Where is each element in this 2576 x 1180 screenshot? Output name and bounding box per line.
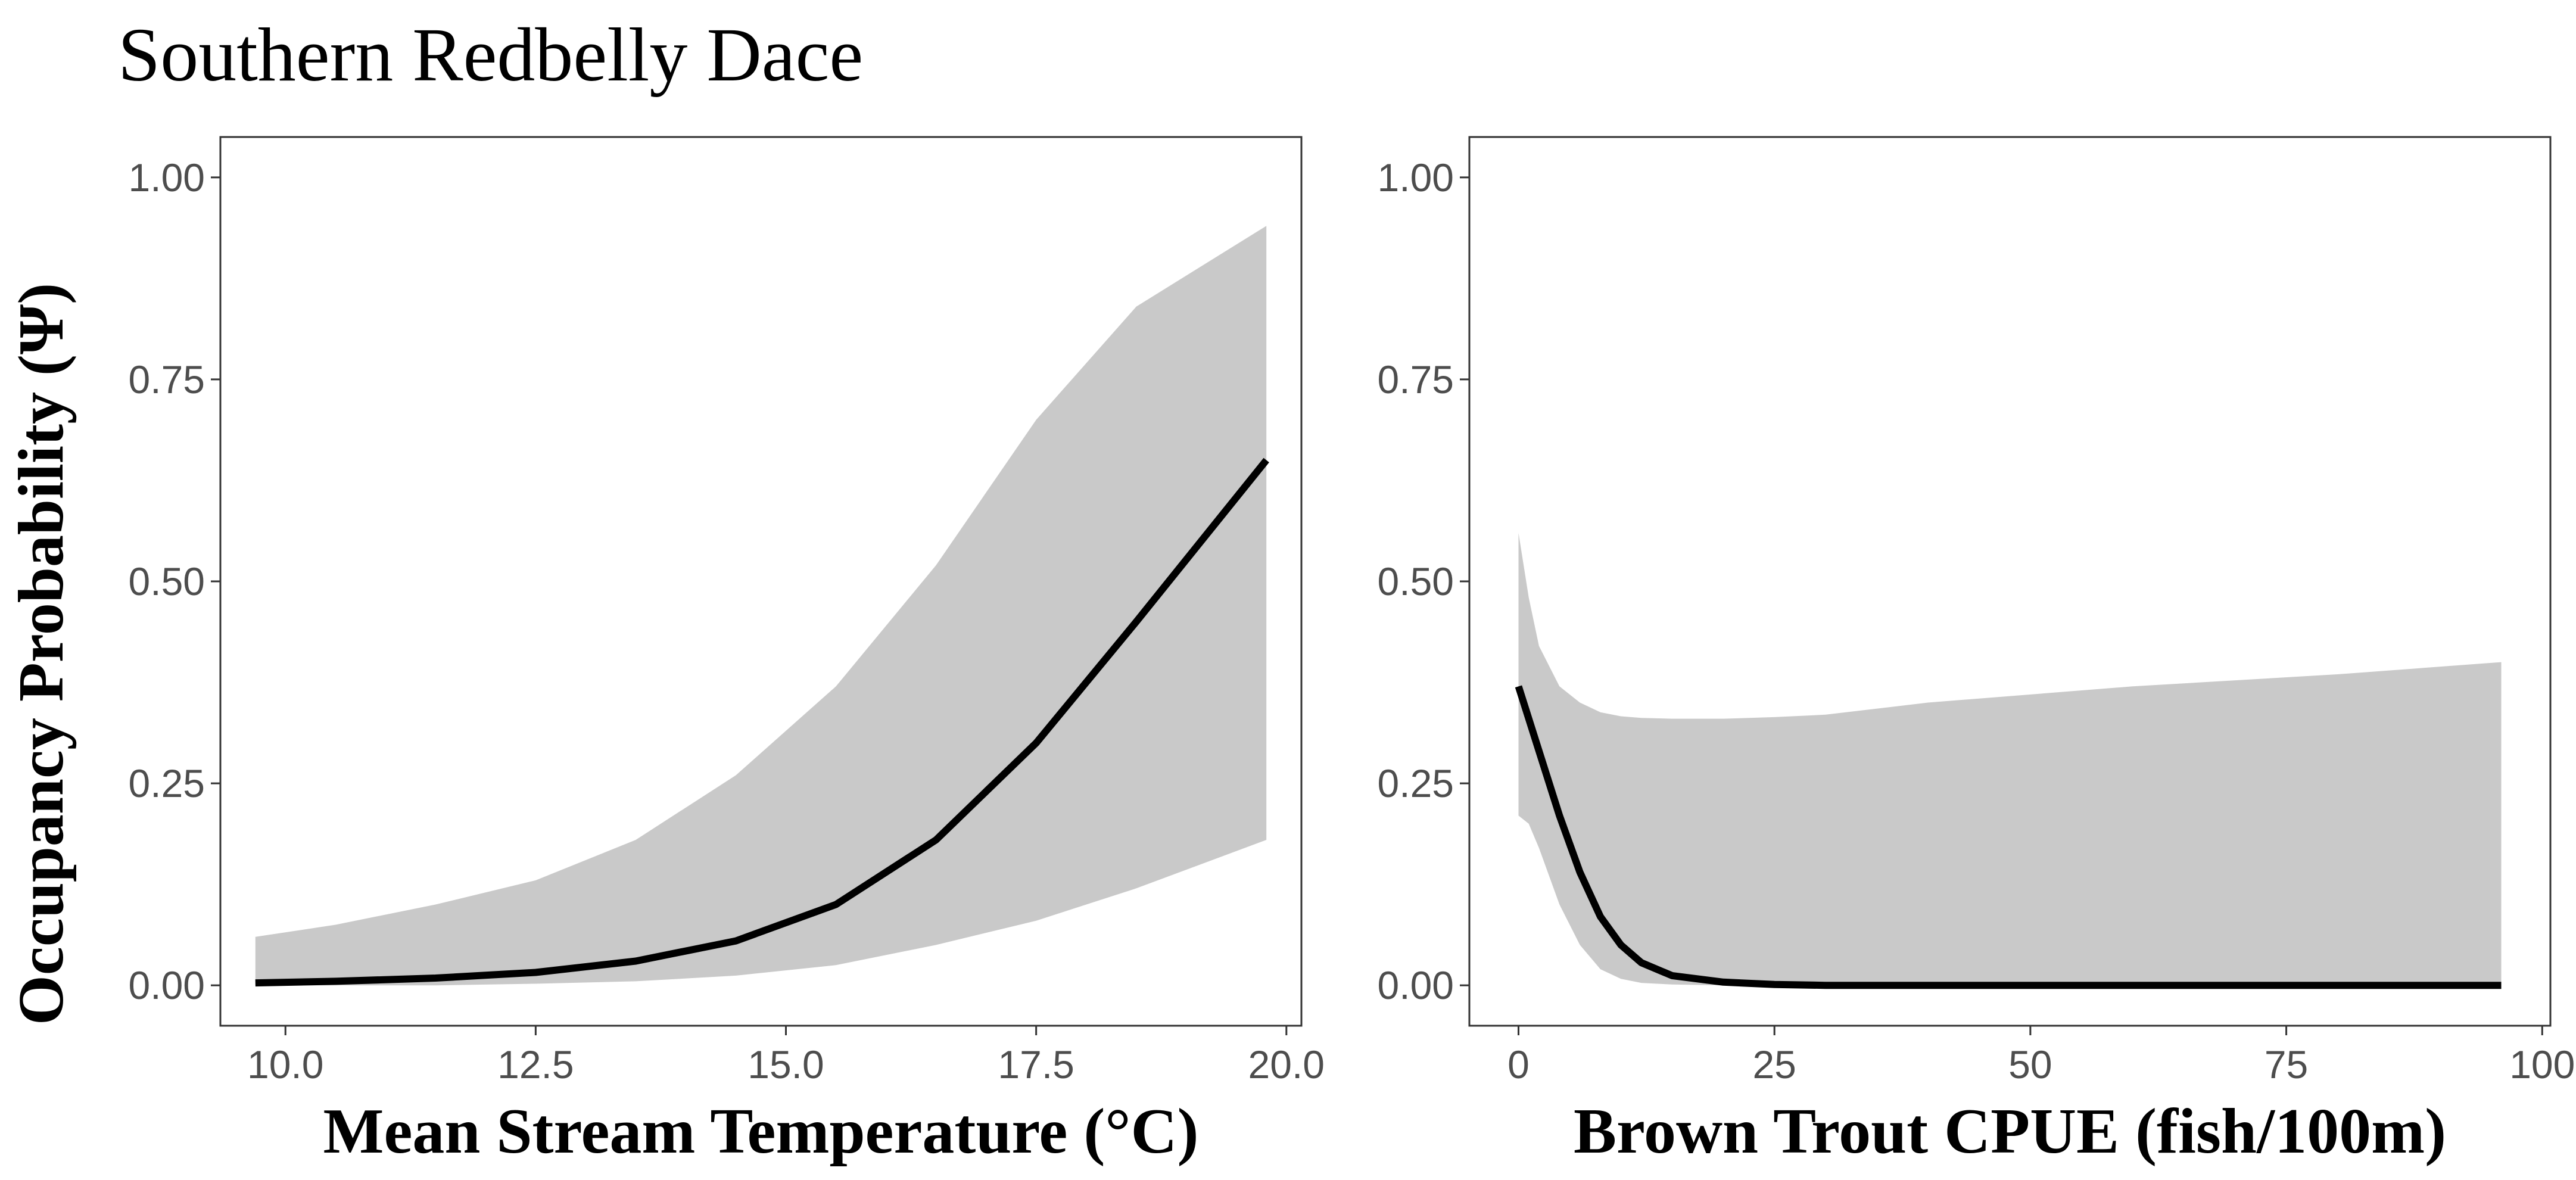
panel-temperature: 0.00 0.25 0.50 0.75 1.00 10.0 12.5 15.0 17.5 20.0… <box>129 137 1325 1167</box>
y-tick-label: 0.75 <box>129 357 205 401</box>
y-tick-label: 1.00 <box>1378 155 1454 200</box>
credible-interval-ribbon <box>1519 533 2502 986</box>
y-tick-label: 0.25 <box>129 761 205 805</box>
x-tick-label: 12.5 <box>497 1042 574 1086</box>
credible-interval-ribbon <box>256 226 1266 985</box>
x-tick-label: 15.0 <box>747 1042 824 1086</box>
y-tick-label: 1.00 <box>129 155 205 200</box>
x-tick-label: 50 <box>2008 1042 2052 1086</box>
x-tick-label: 75 <box>2264 1042 2308 1086</box>
x-tick-label: 17.5 <box>998 1042 1074 1086</box>
y-tick-label: 0.25 <box>1378 761 1454 805</box>
figure-title: Southern Redbelly Dace <box>118 13 863 97</box>
y-tick-label: 0.50 <box>1378 559 1454 603</box>
y-tick-label: 0.50 <box>129 559 205 603</box>
x-tick-label: 100 <box>2509 1042 2575 1086</box>
x-tick-label: 25 <box>1752 1042 1796 1086</box>
x-axis-title: Mean Stream Temperature (°C) <box>323 1096 1199 1167</box>
x-tick-label: 20.0 <box>1248 1042 1325 1086</box>
y-axis-title: Occupancy Probability (Ψ) <box>6 283 77 1025</box>
x-axis-title: Brown Trout CPUE (fish/100m) <box>1574 1096 2446 1167</box>
y-tick-label: 0.75 <box>1378 357 1454 401</box>
x-tick-label: 10.0 <box>247 1042 323 1086</box>
y-tick-label: 0.00 <box>129 963 205 1007</box>
panel-brown-trout-cpue: 0.00 0.25 0.50 0.75 1.00 0 25 50 75 100 Brown Trou… <box>1378 137 2575 1167</box>
x-tick-label: 0 <box>1507 1042 1530 1086</box>
y-tick-label: 0.00 <box>1378 963 1454 1007</box>
